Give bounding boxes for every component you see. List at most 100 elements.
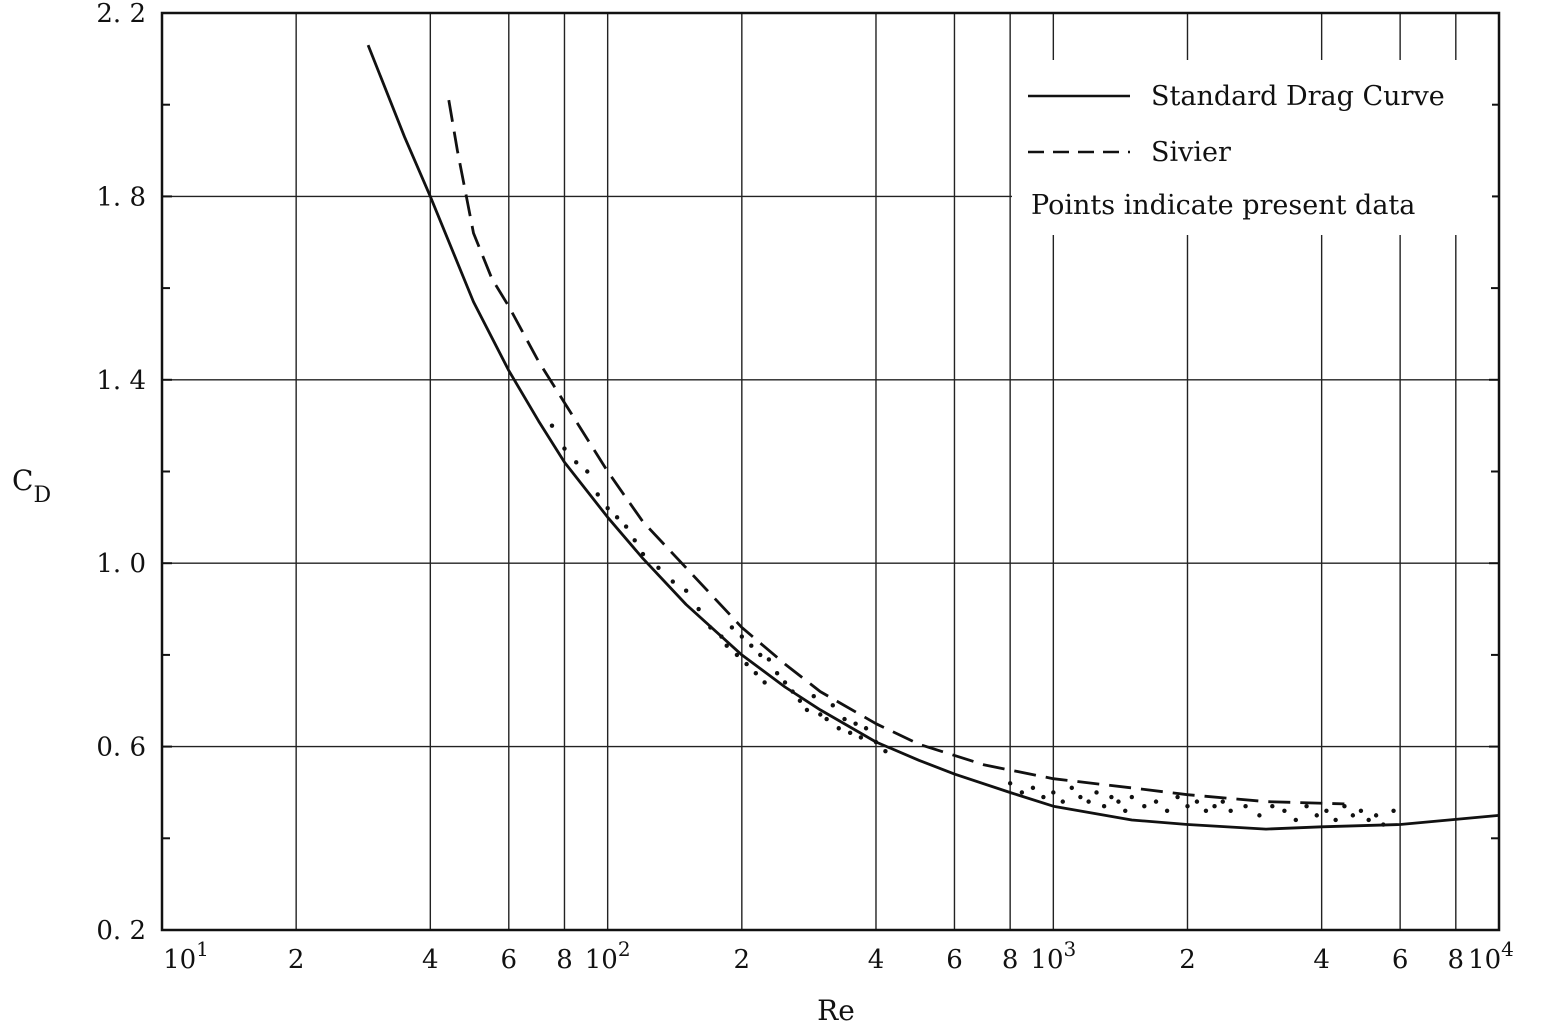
series-layer	[366, 44, 1500, 831]
data-point	[696, 606, 701, 612]
data-point	[811, 693, 816, 699]
x-tick-label-decade: 102	[585, 937, 631, 975]
data-point	[1373, 813, 1379, 818]
data-point	[708, 625, 713, 630]
x-tick-label: 4	[422, 945, 439, 975]
x-tick-label: 6	[946, 945, 963, 975]
data-point	[1381, 822, 1386, 827]
legend-box	[1012, 60, 1492, 235]
data-point	[1060, 799, 1065, 804]
data-point	[1293, 817, 1299, 823]
x-tick-label: 8	[556, 945, 573, 975]
data-point	[1220, 799, 1225, 804]
data-point	[774, 671, 780, 676]
data-point	[640, 551, 646, 557]
x-tick-label-decade: 103	[1030, 937, 1076, 975]
data-point	[1041, 794, 1046, 800]
data-point	[734, 652, 740, 658]
data-point	[1243, 804, 1248, 809]
data-point	[632, 538, 637, 543]
x-tick-label: 6	[501, 945, 518, 975]
data-point	[585, 469, 590, 474]
data-point	[1129, 794, 1135, 800]
x-tick-label-exponent: 3	[1064, 937, 1077, 961]
data-point	[804, 707, 810, 713]
data-point	[605, 505, 610, 511]
data-point	[724, 643, 729, 648]
x-tick-label-base: 10	[1030, 945, 1063, 975]
data-point	[782, 680, 788, 685]
data-point	[1069, 785, 1074, 791]
data-point	[1270, 804, 1275, 809]
x-tick-label-decade: 101	[163, 937, 209, 975]
x-tick-label-decade: 104	[1468, 937, 1514, 975]
legend-label-standard-drag: Standard Drag Curve	[1151, 81, 1445, 112]
data-point	[1391, 808, 1396, 813]
series-line-standard-drag-curve	[366, 44, 1500, 831]
data-point	[863, 726, 869, 731]
data-point	[797, 698, 803, 703]
x-tick-label: 6	[1392, 945, 1409, 975]
y-tick-label: 1. 4	[96, 366, 146, 396]
data-point	[836, 726, 841, 731]
data-point	[1153, 799, 1159, 804]
data-point	[1314, 813, 1319, 818]
y-tick-label: 2. 2	[96, 0, 146, 29]
data-point	[1257, 813, 1262, 818]
data-point	[1175, 794, 1180, 800]
y-axis-label: CD	[12, 464, 51, 508]
x-tick-label-base: 10	[585, 945, 618, 975]
data-point	[1333, 817, 1338, 823]
data-point	[1007, 781, 1013, 786]
data-point	[758, 652, 763, 658]
data-point	[1203, 808, 1209, 813]
data-point	[766, 657, 772, 662]
data-point	[1185, 804, 1190, 809]
data-point	[830, 703, 835, 708]
legend-label-sivier: Sivier	[1151, 137, 1231, 168]
data-point	[656, 565, 661, 570]
x-tick-label-base: 10	[163, 945, 196, 975]
data-point	[1109, 794, 1114, 800]
legend-label-points: Points indicate present data	[1031, 190, 1415, 221]
data-point	[1350, 813, 1356, 818]
x-tick-label-exponent: 1	[196, 937, 209, 961]
data-point	[1051, 790, 1056, 795]
data-point	[670, 579, 675, 584]
data-point	[847, 730, 853, 736]
data-point	[824, 716, 829, 722]
x-tick-label-base: 10	[1468, 945, 1501, 975]
data-point	[1366, 817, 1371, 823]
data-point	[749, 643, 754, 648]
data-point	[1304, 804, 1309, 809]
x-tick-label-exponent: 4	[1501, 937, 1514, 961]
data-point	[739, 634, 745, 639]
y-tick-label: 0. 6	[96, 733, 146, 763]
y-tick-label: 1. 8	[96, 182, 146, 212]
data-point	[549, 423, 555, 428]
data-point	[1228, 808, 1233, 813]
data-point	[1142, 804, 1147, 809]
data-point	[790, 689, 795, 694]
data-point	[1194, 799, 1200, 804]
series-line-sivier	[447, 99, 1345, 806]
x-tick-label: 2	[1179, 945, 1196, 975]
data-point	[1094, 790, 1099, 795]
y-axis-label-subscript: D	[33, 483, 51, 508]
y-axis-ticks: 0. 2 0. 6 1. 0 1. 4 1. 8 2. 2	[96, 0, 1499, 946]
legend: Standard Drag Curve Sivier Points indica…	[1028, 81, 1445, 221]
data-point	[883, 748, 888, 754]
x-tick-label: 4	[1313, 945, 1330, 975]
data-point	[623, 524, 629, 529]
x-tick-label-exponent: 2	[618, 937, 631, 961]
y-axis-label-main: C	[12, 464, 33, 497]
data-point	[614, 515, 620, 520]
x-tick-label: 4	[868, 945, 885, 975]
data-point	[562, 446, 567, 451]
y-tick-label: 0. 2	[96, 916, 146, 946]
data-point	[858, 735, 864, 740]
x-axis-label: Re	[817, 994, 855, 1027]
data-point	[1358, 808, 1364, 813]
